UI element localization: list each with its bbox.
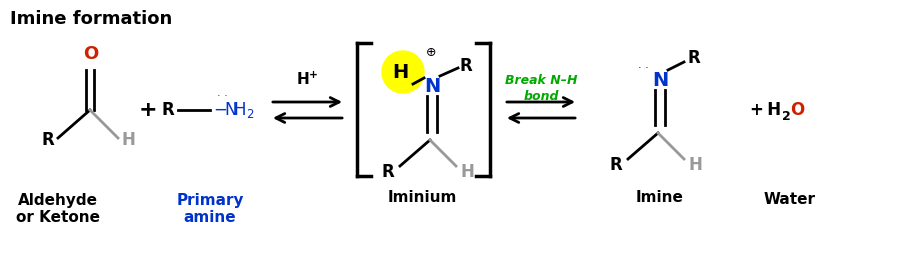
Text: R: R bbox=[41, 131, 54, 149]
Text: Primary: Primary bbox=[176, 192, 244, 207]
Text: $\mathbf{\mathrm{-\!N\!H_2}}$: $\mathbf{\mathrm{-\!N\!H_2}}$ bbox=[213, 100, 255, 120]
Text: amine: amine bbox=[184, 211, 237, 225]
Text: bond: bond bbox=[523, 90, 559, 102]
Text: O: O bbox=[84, 45, 99, 63]
Text: R: R bbox=[460, 57, 473, 75]
Text: Aldehyde: Aldehyde bbox=[18, 192, 98, 207]
Text: H: H bbox=[688, 156, 702, 174]
Text: R: R bbox=[609, 156, 623, 174]
Text: H: H bbox=[460, 163, 474, 181]
Text: N: N bbox=[652, 70, 668, 90]
Text: Water: Water bbox=[764, 192, 816, 207]
Text: · ·: · · bbox=[217, 91, 228, 101]
Text: 2: 2 bbox=[782, 109, 791, 123]
Text: R: R bbox=[688, 49, 700, 67]
Text: R: R bbox=[382, 163, 394, 181]
Text: Iminium: Iminium bbox=[387, 190, 456, 206]
Text: N: N bbox=[424, 77, 440, 95]
Text: +: + bbox=[139, 100, 158, 120]
Text: ⊕: ⊕ bbox=[426, 46, 436, 60]
Text: H: H bbox=[392, 62, 408, 82]
Text: or Ketone: or Ketone bbox=[16, 211, 100, 225]
Text: Break N–H: Break N–H bbox=[505, 74, 577, 86]
Text: + H: + H bbox=[750, 101, 781, 119]
Text: H$^{\mathbf{+}}$: H$^{\mathbf{+}}$ bbox=[296, 71, 319, 88]
Text: Imine: Imine bbox=[636, 190, 684, 206]
Text: · ·: · · bbox=[637, 63, 648, 73]
Text: Imine formation: Imine formation bbox=[10, 10, 172, 28]
Text: H: H bbox=[122, 131, 135, 149]
Text: O: O bbox=[790, 101, 805, 119]
Text: R: R bbox=[162, 101, 175, 119]
Circle shape bbox=[382, 51, 424, 93]
